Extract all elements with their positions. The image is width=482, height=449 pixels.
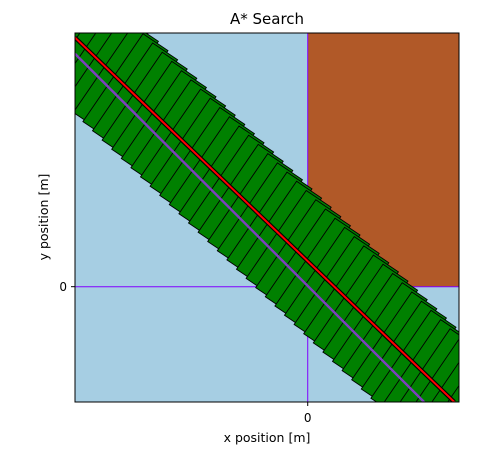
x-axis-label: x position [m] bbox=[224, 430, 311, 445]
planned-path-line bbox=[75, 36, 456, 402]
chart-title: A* Search bbox=[230, 10, 304, 28]
plot-area bbox=[75, 33, 459, 402]
reference-path-line bbox=[75, 52, 425, 402]
x-tick-label: 0 bbox=[304, 411, 312, 425]
plot-frame bbox=[74, 32, 460, 403]
footprint-rect bbox=[431, 361, 459, 402]
y-axis-label: y position [m] bbox=[36, 174, 51, 261]
y-tick-label: 0 bbox=[59, 280, 67, 294]
